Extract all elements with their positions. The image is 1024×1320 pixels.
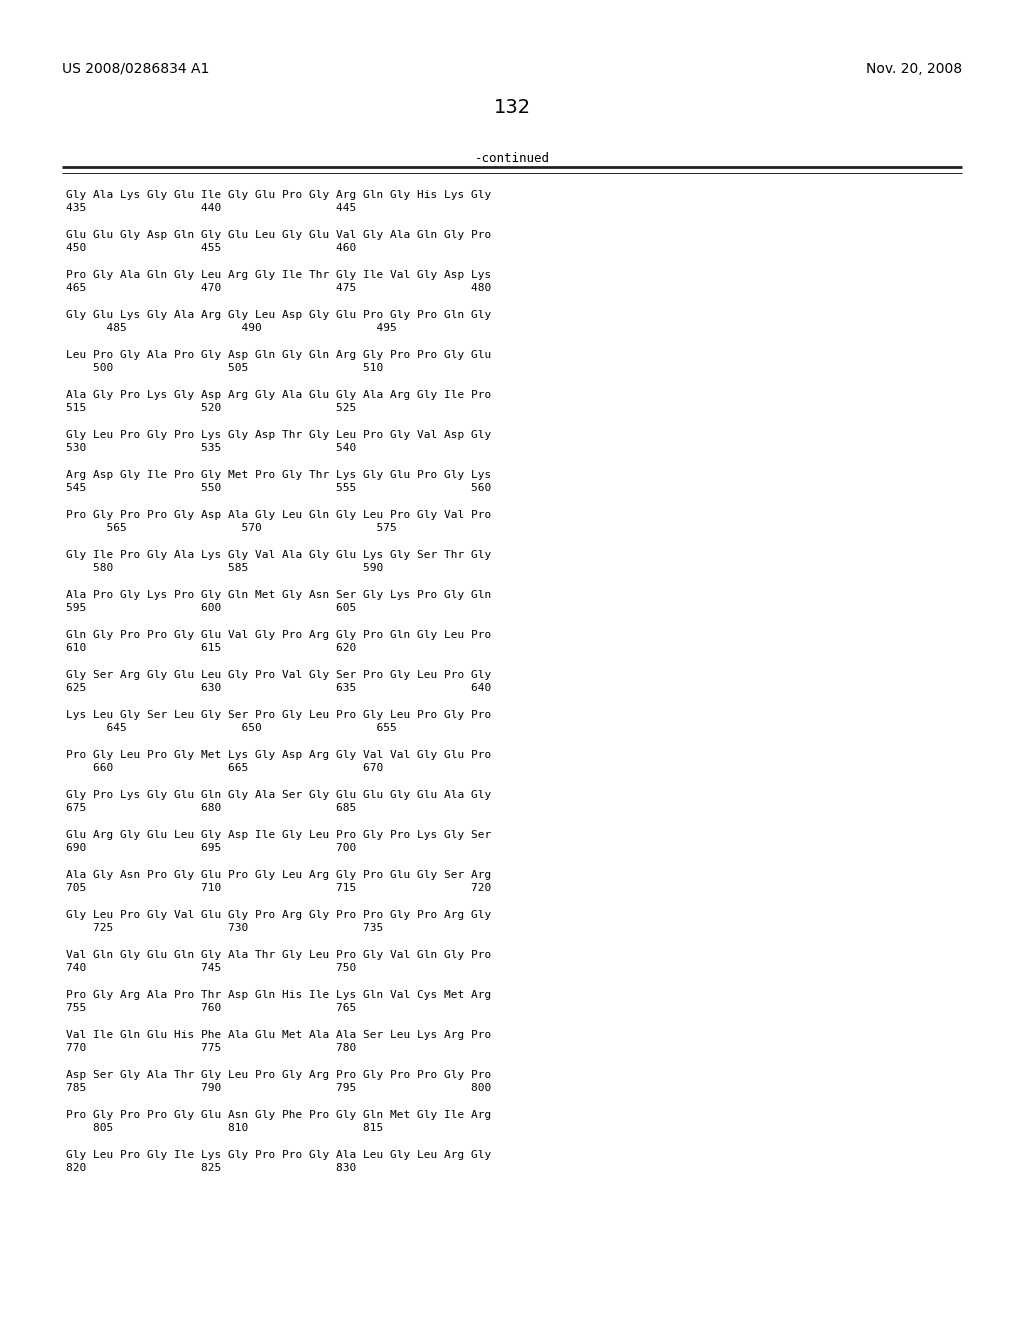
Text: 580                 585                 590: 580 585 590 (66, 564, 383, 573)
Text: 805                 810                 815: 805 810 815 (66, 1123, 383, 1133)
Text: Asp Ser Gly Ala Thr Gly Leu Pro Gly Arg Pro Gly Pro Pro Gly Pro: Asp Ser Gly Ala Thr Gly Leu Pro Gly Arg … (66, 1071, 492, 1080)
Text: 515                 520                 525: 515 520 525 (66, 403, 356, 413)
Text: 450                 455                 460: 450 455 460 (66, 243, 356, 253)
Text: 485                 490                 495: 485 490 495 (66, 323, 396, 333)
Text: 690                 695                 700: 690 695 700 (66, 843, 356, 853)
Text: Gly Leu Pro Gly Pro Lys Gly Asp Thr Gly Leu Pro Gly Val Asp Gly: Gly Leu Pro Gly Pro Lys Gly Asp Thr Gly … (66, 430, 492, 440)
Text: Gly Pro Lys Gly Glu Gln Gly Ala Ser Gly Glu Glu Gly Glu Ala Gly: Gly Pro Lys Gly Glu Gln Gly Ala Ser Gly … (66, 789, 492, 800)
Text: 705                 710                 715                 720: 705 710 715 720 (66, 883, 492, 894)
Text: 530                 535                 540: 530 535 540 (66, 444, 356, 453)
Text: Val Ile Gln Glu His Phe Ala Glu Met Ala Ala Ser Leu Lys Arg Pro: Val Ile Gln Glu His Phe Ala Glu Met Ala … (66, 1030, 492, 1040)
Text: 625                 630                 635                 640: 625 630 635 640 (66, 682, 492, 693)
Text: 132: 132 (494, 98, 530, 117)
Text: Pro Gly Arg Ala Pro Thr Asp Gln His Ile Lys Gln Val Cys Met Arg: Pro Gly Arg Ala Pro Thr Asp Gln His Ile … (66, 990, 492, 1001)
Text: Gln Gly Pro Pro Gly Glu Val Gly Pro Arg Gly Pro Gln Gly Leu Pro: Gln Gly Pro Pro Gly Glu Val Gly Pro Arg … (66, 630, 492, 640)
Text: 565                 570                 575: 565 570 575 (66, 523, 396, 533)
Text: Glu Glu Gly Asp Gln Gly Glu Leu Gly Glu Val Gly Ala Gln Gly Pro: Glu Glu Gly Asp Gln Gly Glu Leu Gly Glu … (66, 230, 492, 240)
Text: Glu Arg Gly Glu Leu Gly Asp Ile Gly Leu Pro Gly Pro Lys Gly Ser: Glu Arg Gly Glu Leu Gly Asp Ile Gly Leu … (66, 830, 492, 840)
Text: 435                 440                 445: 435 440 445 (66, 203, 356, 213)
Text: Ala Pro Gly Lys Pro Gly Gln Met Gly Asn Ser Gly Lys Pro Gly Gln: Ala Pro Gly Lys Pro Gly Gln Met Gly Asn … (66, 590, 492, 601)
Text: 725                 730                 735: 725 730 735 (66, 923, 383, 933)
Text: Val Gln Gly Glu Gln Gly Ala Thr Gly Leu Pro Gly Val Gln Gly Pro: Val Gln Gly Glu Gln Gly Ala Thr Gly Leu … (66, 950, 492, 960)
Text: 500                 505                 510: 500 505 510 (66, 363, 383, 374)
Text: Gly Ala Lys Gly Glu Ile Gly Glu Pro Gly Arg Gln Gly His Lys Gly: Gly Ala Lys Gly Glu Ile Gly Glu Pro Gly … (66, 190, 492, 201)
Text: 645                 650                 655: 645 650 655 (66, 723, 396, 733)
Text: Gly Leu Pro Gly Val Glu Gly Pro Arg Gly Pro Pro Gly Pro Arg Gly: Gly Leu Pro Gly Val Glu Gly Pro Arg Gly … (66, 909, 492, 920)
Text: 465                 470                 475                 480: 465 470 475 480 (66, 282, 492, 293)
Text: -continued: -continued (474, 152, 550, 165)
Text: Arg Asp Gly Ile Pro Gly Met Pro Gly Thr Lys Gly Glu Pro Gly Lys: Arg Asp Gly Ile Pro Gly Met Pro Gly Thr … (66, 470, 492, 480)
Text: 545                 550                 555                 560: 545 550 555 560 (66, 483, 492, 492)
Text: Leu Pro Gly Ala Pro Gly Asp Gln Gly Gln Arg Gly Pro Pro Gly Glu: Leu Pro Gly Ala Pro Gly Asp Gln Gly Gln … (66, 350, 492, 360)
Text: Lys Leu Gly Ser Leu Gly Ser Pro Gly Leu Pro Gly Leu Pro Gly Pro: Lys Leu Gly Ser Leu Gly Ser Pro Gly Leu … (66, 710, 492, 719)
Text: 820                 825                 830: 820 825 830 (66, 1163, 356, 1173)
Text: Nov. 20, 2008: Nov. 20, 2008 (866, 62, 962, 77)
Text: 595                 600                 605: 595 600 605 (66, 603, 356, 612)
Text: 675                 680                 685: 675 680 685 (66, 803, 356, 813)
Text: Pro Gly Pro Pro Gly Asp Ala Gly Leu Gln Gly Leu Pro Gly Val Pro: Pro Gly Pro Pro Gly Asp Ala Gly Leu Gln … (66, 510, 492, 520)
Text: 660                 665                 670: 660 665 670 (66, 763, 383, 774)
Text: 785                 790                 795                 800: 785 790 795 800 (66, 1082, 492, 1093)
Text: Gly Ile Pro Gly Ala Lys Gly Val Ala Gly Glu Lys Gly Ser Thr Gly: Gly Ile Pro Gly Ala Lys Gly Val Ala Gly … (66, 550, 492, 560)
Text: Pro Gly Leu Pro Gly Met Lys Gly Asp Arg Gly Val Val Gly Glu Pro: Pro Gly Leu Pro Gly Met Lys Gly Asp Arg … (66, 750, 492, 760)
Text: Pro Gly Ala Gln Gly Leu Arg Gly Ile Thr Gly Ile Val Gly Asp Lys: Pro Gly Ala Gln Gly Leu Arg Gly Ile Thr … (66, 271, 492, 280)
Text: Gly Ser Arg Gly Glu Leu Gly Pro Val Gly Ser Pro Gly Leu Pro Gly: Gly Ser Arg Gly Glu Leu Gly Pro Val Gly … (66, 671, 492, 680)
Text: 610                 615                 620: 610 615 620 (66, 643, 356, 653)
Text: 770                 775                 780: 770 775 780 (66, 1043, 356, 1053)
Text: Ala Gly Asn Pro Gly Glu Pro Gly Leu Arg Gly Pro Glu Gly Ser Arg: Ala Gly Asn Pro Gly Glu Pro Gly Leu Arg … (66, 870, 492, 880)
Text: Ala Gly Pro Lys Gly Asp Arg Gly Ala Glu Gly Ala Arg Gly Ile Pro: Ala Gly Pro Lys Gly Asp Arg Gly Ala Glu … (66, 389, 492, 400)
Text: Gly Leu Pro Gly Ile Lys Gly Pro Pro Gly Ala Leu Gly Leu Arg Gly: Gly Leu Pro Gly Ile Lys Gly Pro Pro Gly … (66, 1150, 492, 1160)
Text: Pro Gly Pro Pro Gly Glu Asn Gly Phe Pro Gly Gln Met Gly Ile Arg: Pro Gly Pro Pro Gly Glu Asn Gly Phe Pro … (66, 1110, 492, 1119)
Text: 755                 760                 765: 755 760 765 (66, 1003, 356, 1012)
Text: Gly Glu Lys Gly Ala Arg Gly Leu Asp Gly Glu Pro Gly Pro Gln Gly: Gly Glu Lys Gly Ala Arg Gly Leu Asp Gly … (66, 310, 492, 319)
Text: 740                 745                 750: 740 745 750 (66, 964, 356, 973)
Text: US 2008/0286834 A1: US 2008/0286834 A1 (62, 62, 209, 77)
